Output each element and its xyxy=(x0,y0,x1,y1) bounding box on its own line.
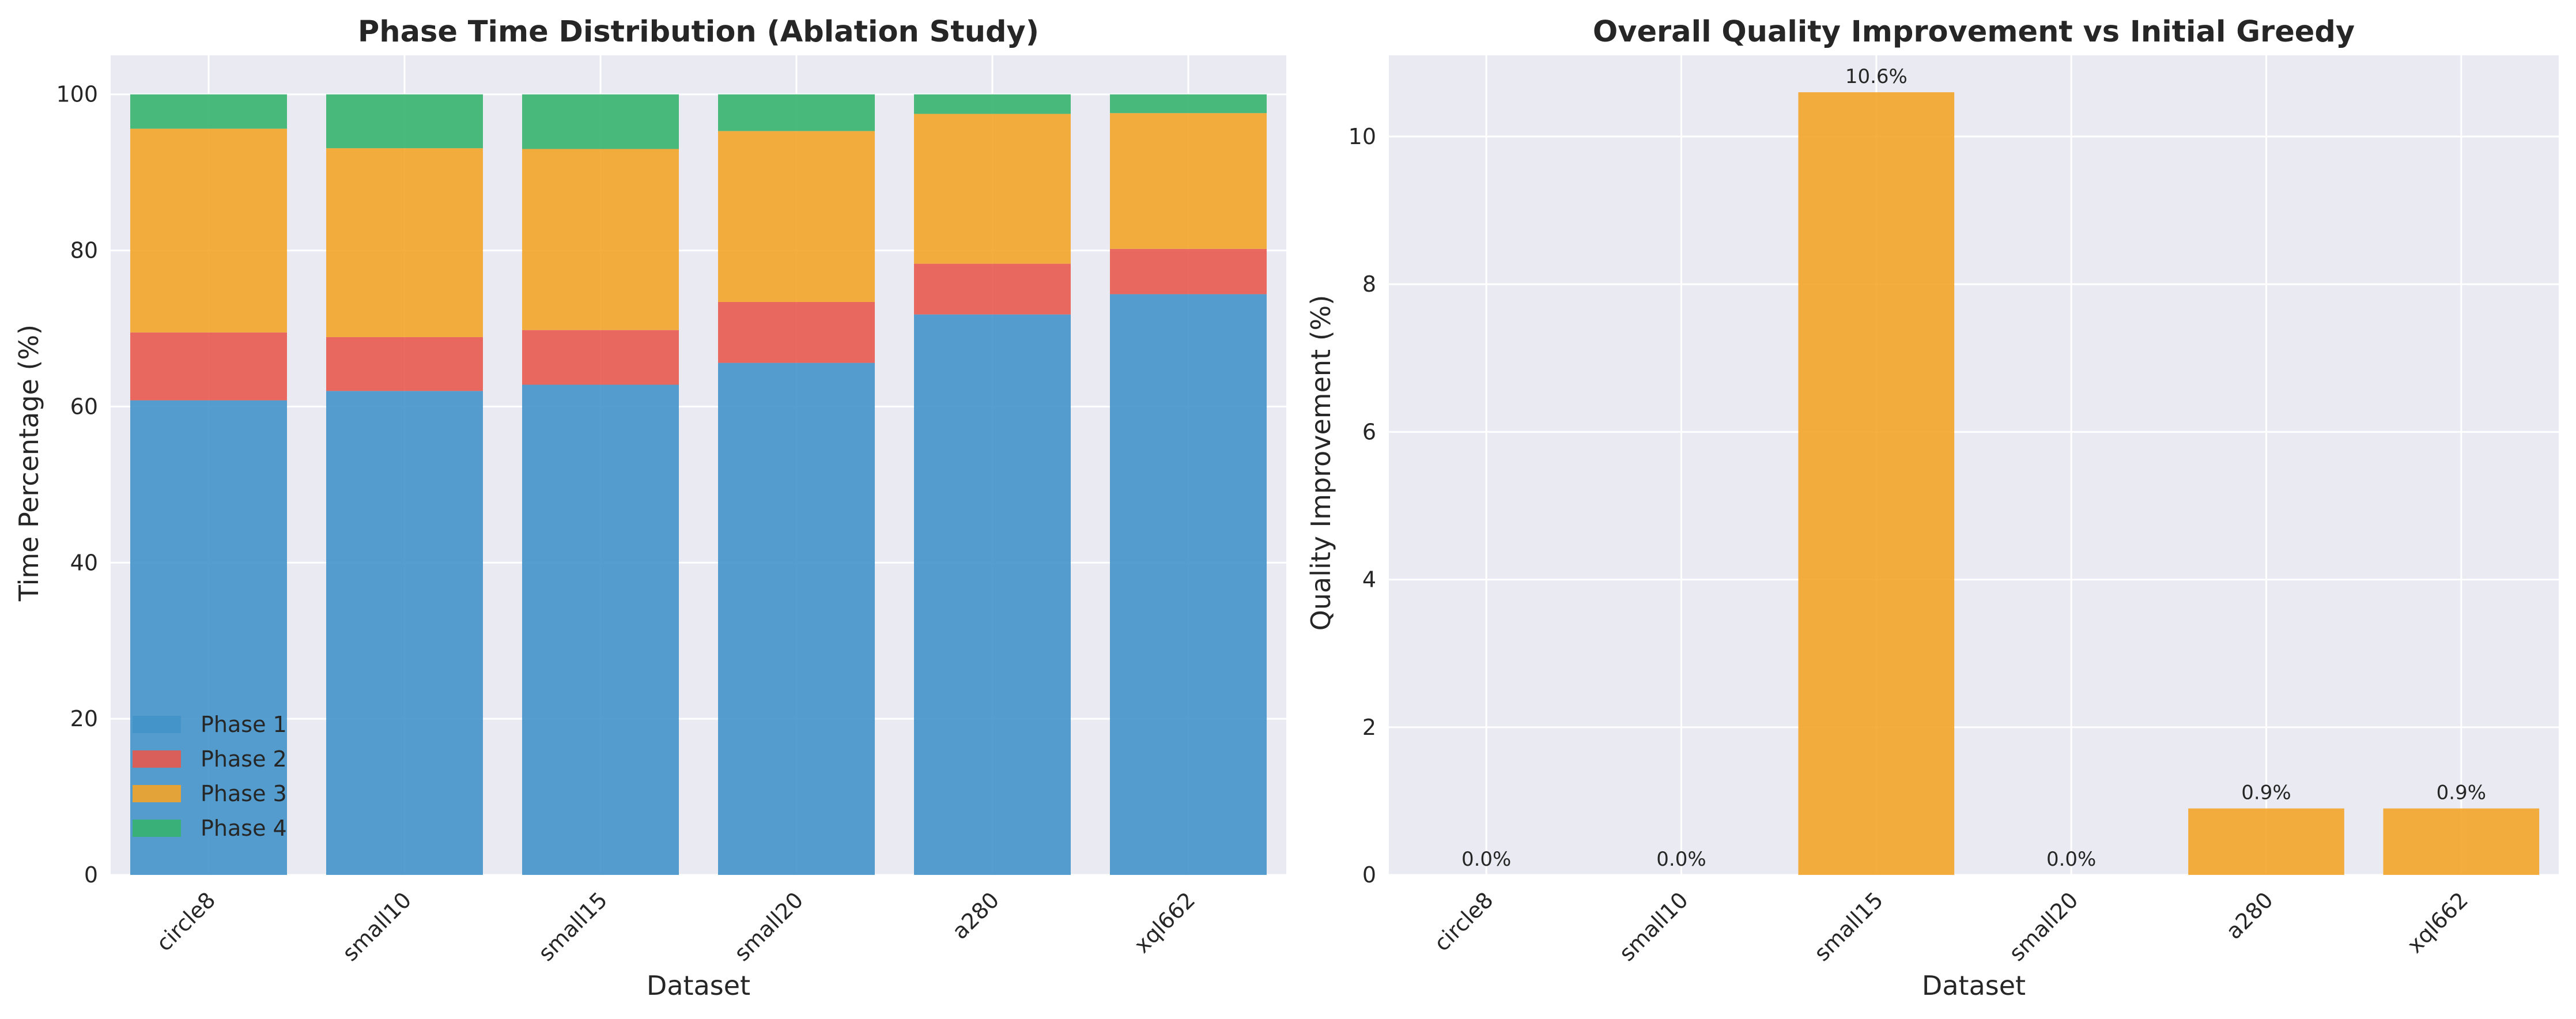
bar-phase-4-circle8 xyxy=(130,94,287,129)
legend-swatch-phase-2 xyxy=(133,750,181,768)
bar-phase-1-a280 xyxy=(914,314,1071,875)
legend-swatch-phase-3 xyxy=(133,785,181,802)
left-y-tick-label: 20 xyxy=(70,706,98,731)
bar-improvement-xql662 xyxy=(2383,808,2540,875)
bar-phase-1-small20 xyxy=(718,363,875,875)
plot-area-right xyxy=(1389,55,2559,875)
bar-phase-1-small10 xyxy=(326,391,483,875)
y-ticks-left: 0 20 40 60 80 100 xyxy=(56,82,98,888)
bar-value-labels: 0.0% 0.0% 10.6% 0.0% 0.9% 0.9% xyxy=(1461,65,2486,871)
right-y-tick-label: 8 xyxy=(1362,271,1376,297)
right-y-tick-label: 10 xyxy=(1349,124,1376,149)
bar-phase-3-xql662 xyxy=(1110,113,1267,249)
chart-title-left: Phase Time Distribution (Ablation Study) xyxy=(358,15,1039,49)
bar-improvement-a280 xyxy=(2188,808,2344,875)
bar-phase-3-small15 xyxy=(522,149,679,330)
legend: Phase 1 Phase 2 Phase 3 Phase 4 xyxy=(133,712,287,841)
legend-swatch-phase-1 xyxy=(133,716,181,733)
legend-swatch-phase-4 xyxy=(133,820,181,837)
bar-phase-3-circle8 xyxy=(130,129,287,333)
left-y-tick-label: 80 xyxy=(70,238,98,263)
x-axis-label-left: Dataset xyxy=(647,970,750,1001)
bar-value-label-small20: 0.0% xyxy=(2046,848,2096,871)
right-y-tick-label: 6 xyxy=(1362,419,1376,444)
bar-phase-2-circle8 xyxy=(130,332,287,401)
bar-phase-4-small20 xyxy=(718,94,875,131)
left-y-tick-label: 60 xyxy=(70,394,98,419)
right-y-tick-label: 0 xyxy=(1362,862,1376,888)
bar-phase-4-small10 xyxy=(326,94,483,149)
bar-value-label-small15: 10.6% xyxy=(1845,65,1908,88)
bar-phase-3-a280 xyxy=(914,114,1071,264)
left-y-tick-label: 0 xyxy=(84,862,98,888)
legend-label: Phase 3 xyxy=(201,781,287,806)
left-y-tick-label: 100 xyxy=(56,82,98,107)
bar-phase-3-small20 xyxy=(718,131,875,302)
bar-phase-1-small15 xyxy=(522,384,679,875)
bar-phase-2-small15 xyxy=(522,330,679,385)
chart-title-right: Overall Quality Improvement vs Initial G… xyxy=(1593,15,2355,49)
y-ticks-right: 0 2 4 6 8 10 xyxy=(1349,124,1376,888)
improvement-bars xyxy=(1798,92,2540,875)
bar-phase-2-a280 xyxy=(914,263,1071,315)
stacked-bars xyxy=(130,94,1267,875)
bar-value-label-circle8: 0.0% xyxy=(1461,848,1511,871)
bar-phase-1-xql662 xyxy=(1110,294,1267,875)
x-axis-label-right: Dataset xyxy=(1922,970,2026,1001)
bar-phase-2-small20 xyxy=(718,301,875,363)
right-y-tick-label: 2 xyxy=(1362,715,1376,740)
legend-label: Phase 4 xyxy=(201,816,287,841)
bar-phase-2-xql662 xyxy=(1110,248,1267,295)
bar-value-label-small10: 0.0% xyxy=(1656,848,1706,871)
legend-label: Phase 1 xyxy=(201,712,287,737)
bar-phase-4-a280 xyxy=(914,94,1071,114)
bar-phase-4-small15 xyxy=(522,94,679,149)
bar-phase-4-xql662 xyxy=(1110,94,1267,114)
bar-value-label-xql662: 0.9% xyxy=(2437,782,2486,805)
bar-value-label-a280: 0.9% xyxy=(2241,782,2291,805)
left-y-tick-label: 40 xyxy=(70,550,98,575)
bar-phase-2-small10 xyxy=(326,337,483,391)
legend-label: Phase 2 xyxy=(201,746,287,772)
plot-area-left xyxy=(111,55,1286,875)
y-axis-label-right: Quality Improvement (%) xyxy=(1305,295,1336,631)
right-y-tick-label: 4 xyxy=(1362,567,1376,592)
y-axis-label-left: Time Percentage (%) xyxy=(13,324,44,602)
bar-phase-3-small10 xyxy=(326,148,483,337)
bar-improvement-small15 xyxy=(1798,92,1955,875)
